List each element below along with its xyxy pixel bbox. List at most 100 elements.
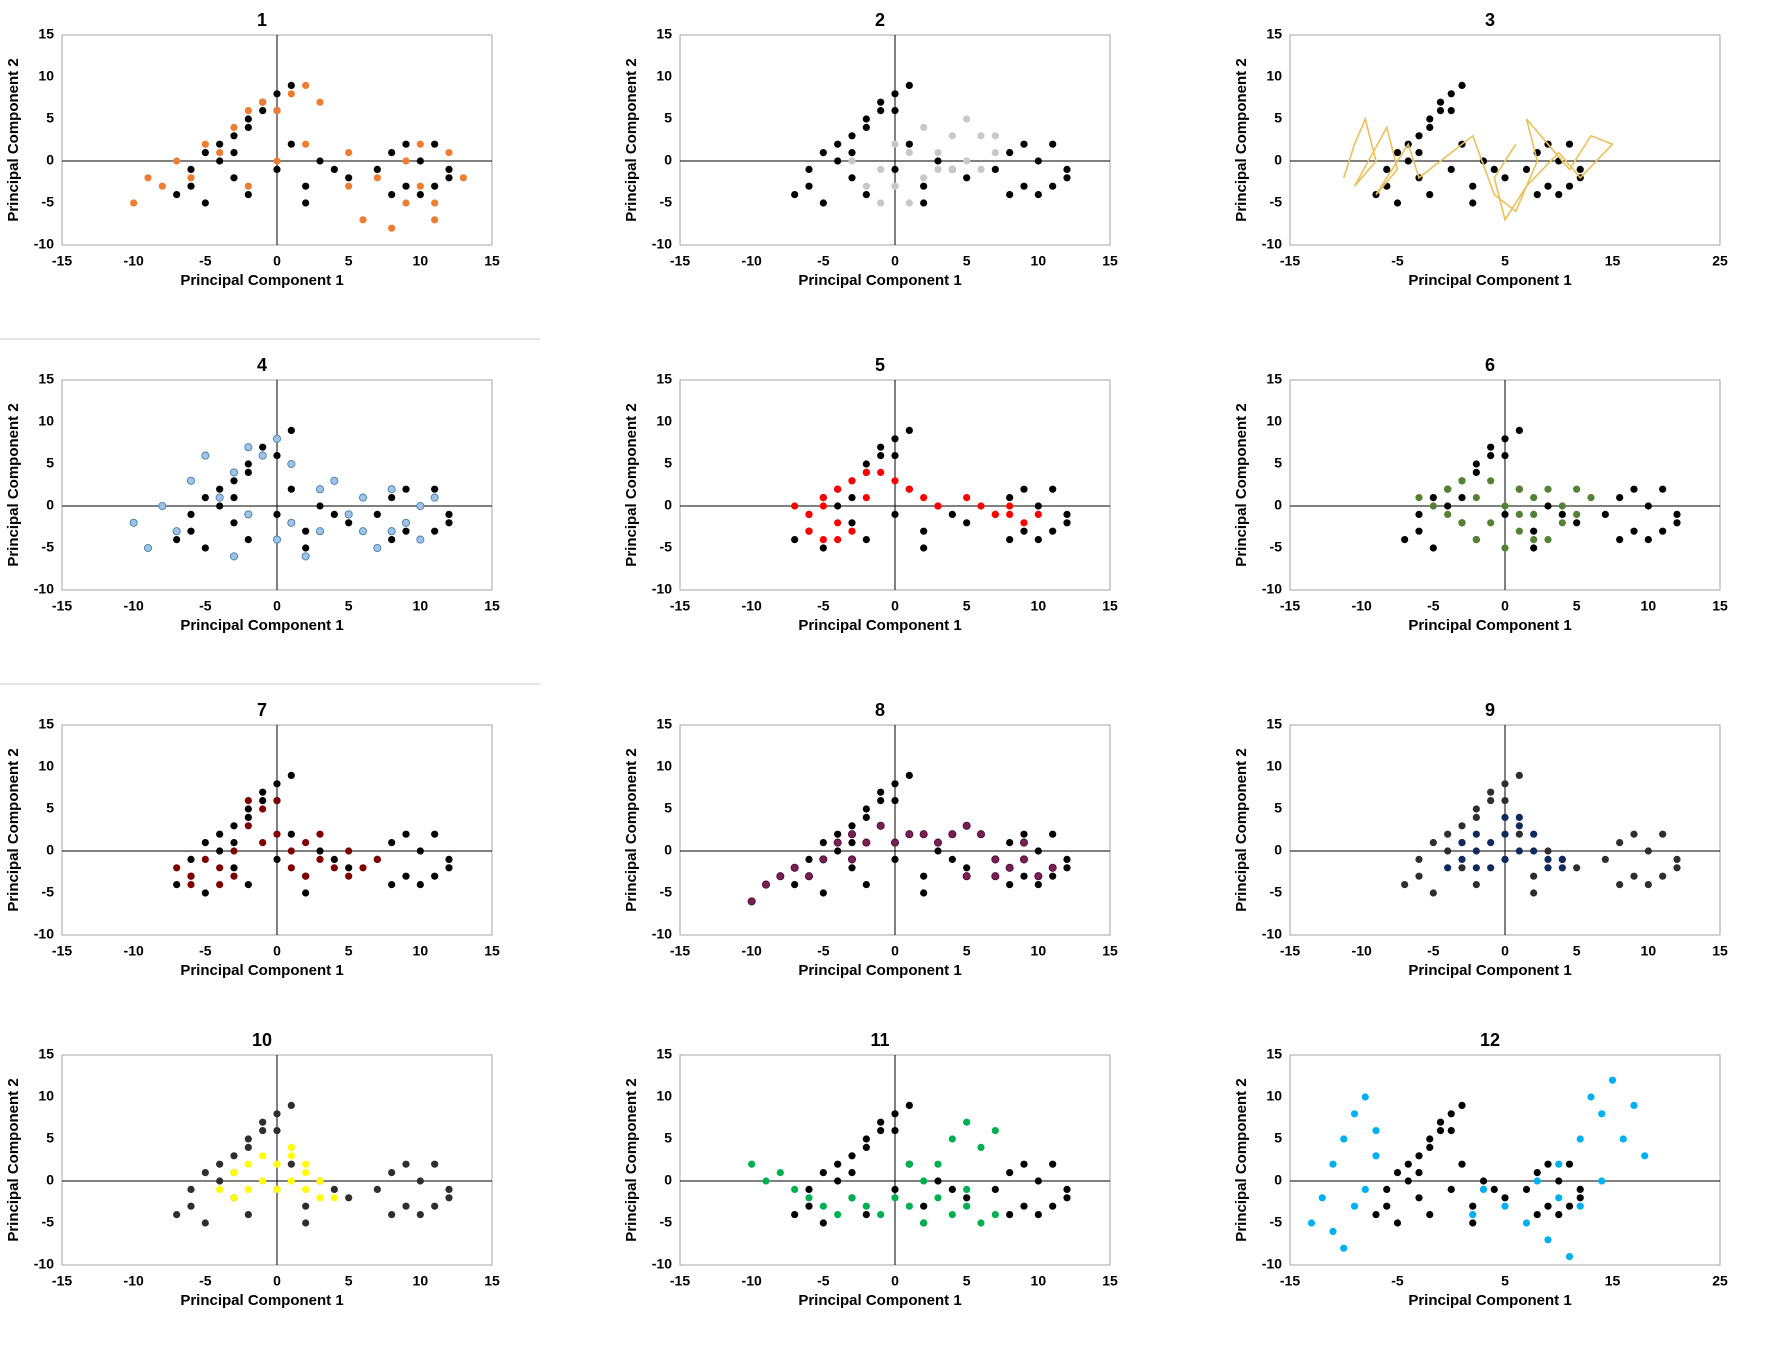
point xyxy=(1415,1169,1423,1177)
x-tick-label: -10 xyxy=(742,943,762,959)
point xyxy=(1006,839,1014,847)
point xyxy=(230,822,238,830)
point xyxy=(1447,107,1455,115)
y-tick-label: -10 xyxy=(1262,1256,1282,1272)
point xyxy=(905,771,913,780)
point xyxy=(373,1185,381,1193)
point xyxy=(373,855,381,864)
point xyxy=(805,1185,813,1193)
point xyxy=(848,1152,856,1160)
point xyxy=(920,199,928,207)
point xyxy=(804,872,814,881)
point xyxy=(819,889,827,897)
point xyxy=(259,797,267,805)
point xyxy=(1436,107,1445,115)
point xyxy=(230,123,238,131)
point xyxy=(273,1185,281,1193)
point xyxy=(1616,881,1624,889)
point xyxy=(316,1177,324,1185)
point xyxy=(244,1185,252,1193)
point xyxy=(1063,174,1071,182)
point xyxy=(920,123,928,131)
point xyxy=(1436,98,1445,106)
point xyxy=(1034,1177,1042,1185)
y-tick-label: 5 xyxy=(664,110,672,126)
point xyxy=(244,1135,252,1143)
x-tick-label: -5 xyxy=(817,253,830,269)
point xyxy=(1598,1110,1606,1118)
point xyxy=(1063,855,1071,864)
panel-title: 1 xyxy=(257,10,267,30)
x-tick-label: 5 xyxy=(963,253,971,269)
point xyxy=(273,165,281,173)
point xyxy=(1533,191,1541,199)
point xyxy=(1350,1110,1359,1118)
point xyxy=(287,426,295,434)
y-tick-label: -10 xyxy=(652,926,672,942)
point xyxy=(187,182,195,190)
point xyxy=(301,552,310,561)
point xyxy=(402,140,410,148)
point xyxy=(258,451,267,460)
point xyxy=(272,434,282,443)
point xyxy=(877,98,885,106)
point xyxy=(302,199,310,207)
point xyxy=(963,1194,971,1202)
point xyxy=(1469,1219,1477,1227)
point xyxy=(1006,510,1014,518)
x-axis-title: Principal Component 1 xyxy=(1408,962,1571,979)
point xyxy=(877,107,885,115)
point xyxy=(187,881,195,889)
y-tick-label: 0 xyxy=(46,497,54,513)
y-axis-title: Principal Component 2 xyxy=(623,58,640,221)
point xyxy=(431,485,439,493)
point xyxy=(1515,847,1523,855)
point xyxy=(862,115,870,123)
point xyxy=(201,140,209,148)
y-tick-label: -5 xyxy=(1270,1214,1283,1230)
point xyxy=(201,494,209,502)
point xyxy=(1393,1169,1402,1177)
point xyxy=(259,107,267,115)
point xyxy=(1544,855,1552,864)
x-tick-label: 5 xyxy=(963,598,971,614)
point xyxy=(273,855,281,864)
point xyxy=(905,830,914,839)
point xyxy=(402,872,410,880)
point xyxy=(229,468,239,477)
y-tick-label: -10 xyxy=(34,581,54,597)
point xyxy=(287,485,295,493)
point xyxy=(963,1118,971,1126)
point xyxy=(259,1127,267,1135)
x-tick-label: 15 xyxy=(1605,253,1621,269)
point xyxy=(790,863,799,872)
point xyxy=(819,1219,827,1227)
point xyxy=(1429,544,1437,552)
point xyxy=(1426,1143,1434,1151)
x-tick-label: 10 xyxy=(1641,943,1657,959)
point xyxy=(862,805,870,813)
point xyxy=(130,199,138,207)
point xyxy=(1487,839,1495,847)
y-tick-label: 5 xyxy=(1274,110,1282,126)
plot-frame xyxy=(1289,34,1721,246)
point xyxy=(1019,855,1029,864)
point xyxy=(416,157,424,165)
point xyxy=(1587,1093,1595,1101)
point xyxy=(1565,1160,1574,1168)
point xyxy=(173,157,181,165)
point xyxy=(445,510,453,518)
point xyxy=(891,1127,899,1135)
x-axis-title: Principal Component 1 xyxy=(798,272,961,289)
point xyxy=(1479,1177,1488,1185)
point xyxy=(431,1160,439,1168)
point xyxy=(1415,872,1423,880)
point xyxy=(862,536,870,544)
point xyxy=(1619,1135,1627,1143)
point xyxy=(259,805,267,813)
point xyxy=(1458,1101,1466,1109)
point xyxy=(1426,1211,1434,1219)
point xyxy=(948,1185,956,1193)
point xyxy=(287,459,296,469)
plot-frame xyxy=(1289,1054,1721,1266)
